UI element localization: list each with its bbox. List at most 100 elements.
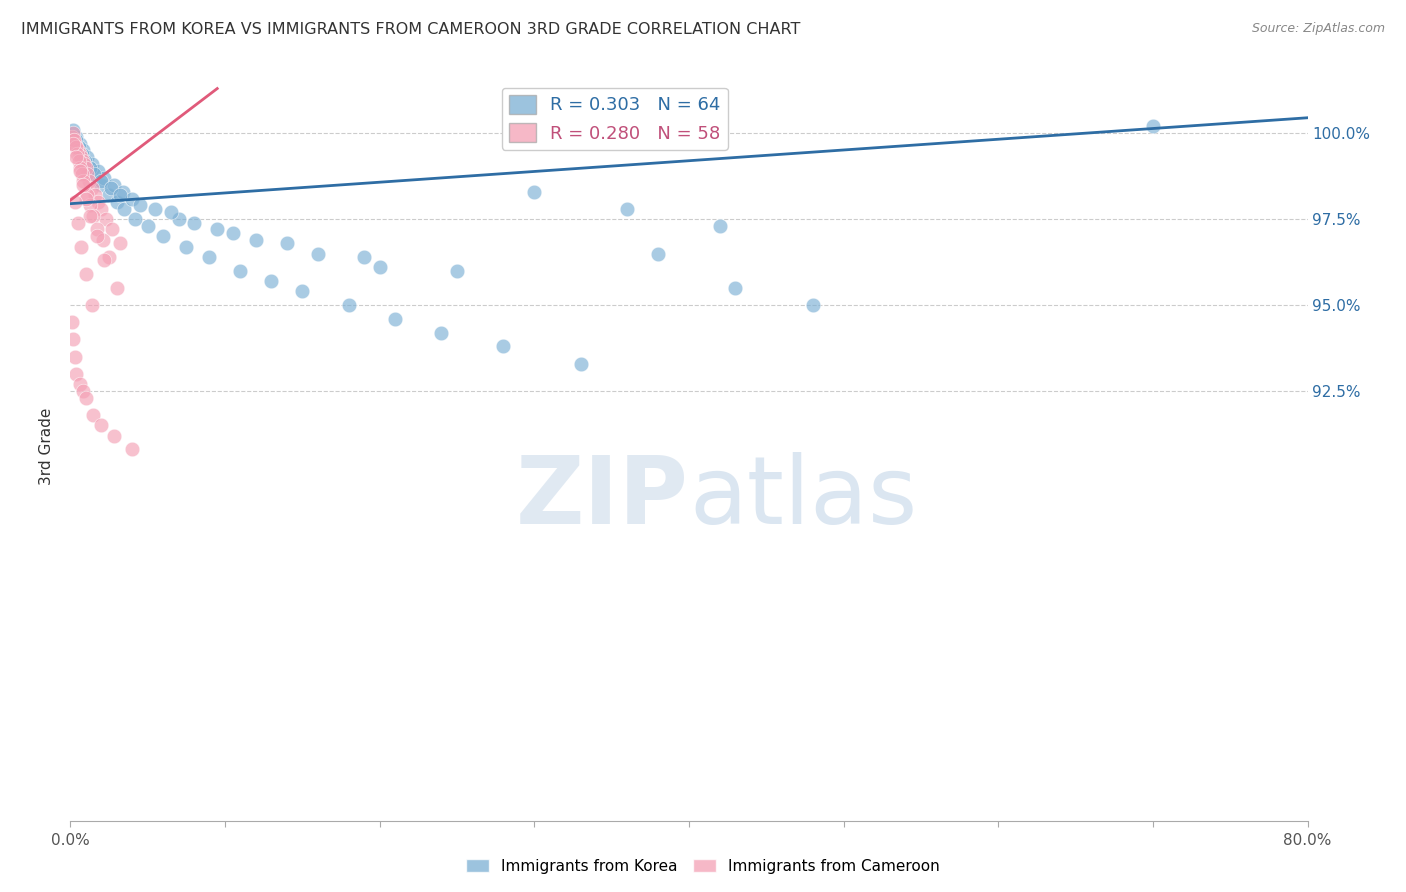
- Point: [446, 263, 468, 277]
- Point: [353, 250, 375, 264]
- Point: [90, 202, 112, 216]
- Point: [124, 212, 146, 227]
- Point: [167, 212, 190, 227]
- Legend: R = 0.303   N = 64, R = 0.280   N = 58: R = 0.303 N = 64, R = 0.280 N = 58: [502, 88, 728, 150]
- Point: [80, 181, 103, 195]
- Point: [260, 274, 283, 288]
- Point: [616, 202, 638, 216]
- Point: [70, 168, 93, 182]
- Point: [80, 298, 103, 312]
- Point: [84, 168, 107, 182]
- Point: [222, 226, 245, 240]
- Point: [430, 326, 453, 340]
- Point: [207, 222, 229, 236]
- Point: [72, 144, 94, 158]
- Point: [105, 194, 128, 209]
- Point: [72, 384, 94, 398]
- Point: [152, 229, 174, 244]
- Point: [62, 123, 84, 137]
- Point: [72, 178, 94, 192]
- Y-axis label: 3rd Grade: 3rd Grade: [39, 408, 55, 484]
- Point: [90, 418, 112, 433]
- Point: [70, 146, 93, 161]
- Point: [121, 192, 143, 206]
- Point: [82, 408, 105, 422]
- Point: [84, 188, 107, 202]
- Point: [105, 281, 128, 295]
- Point: [73, 153, 96, 168]
- Point: [70, 240, 93, 254]
- Point: [70, 150, 93, 164]
- Point: [80, 157, 103, 171]
- Point: [63, 136, 86, 151]
- Point: [93, 253, 115, 268]
- Point: [62, 126, 84, 140]
- Point: [75, 153, 97, 168]
- Point: [73, 157, 96, 171]
- Point: [76, 168, 98, 182]
- Point: [101, 222, 124, 236]
- Point: [75, 267, 97, 281]
- Point: [93, 170, 115, 185]
- Point: [75, 161, 97, 175]
- Point: [67, 216, 90, 230]
- Point: [121, 442, 143, 457]
- Point: [82, 209, 105, 223]
- Point: [69, 164, 91, 178]
- Point: [160, 205, 183, 219]
- Point: [63, 133, 86, 147]
- Point: [174, 240, 197, 254]
- Point: [98, 250, 120, 264]
- Point: [76, 188, 98, 202]
- Point: [69, 136, 91, 151]
- Point: [65, 129, 87, 144]
- Point: [86, 222, 108, 236]
- Point: [65, 133, 87, 147]
- Point: [307, 246, 329, 260]
- Point: [108, 236, 131, 251]
- Point: [647, 246, 669, 260]
- Point: [62, 333, 84, 347]
- Point: [108, 188, 131, 202]
- Point: [65, 140, 87, 154]
- Point: [291, 285, 314, 299]
- Point: [60, 129, 83, 144]
- Point: [86, 229, 108, 244]
- Text: ZIP: ZIP: [516, 452, 689, 544]
- Point: [569, 357, 592, 371]
- Point: [94, 212, 117, 227]
- Point: [136, 219, 159, 233]
- Point: [69, 146, 91, 161]
- Point: [60, 315, 83, 329]
- Point: [114, 202, 135, 216]
- Point: [67, 140, 90, 154]
- Point: [65, 367, 87, 381]
- Point: [79, 161, 101, 175]
- Point: [276, 236, 298, 251]
- Point: [724, 281, 747, 295]
- Point: [198, 250, 221, 264]
- Point: [145, 202, 166, 216]
- Point: [62, 133, 84, 147]
- Point: [183, 216, 205, 230]
- Point: [100, 181, 122, 195]
- Point: [87, 194, 110, 209]
- Point: [103, 178, 125, 192]
- Point: [72, 153, 94, 168]
- Point: [67, 140, 90, 154]
- Point: [245, 233, 267, 247]
- Point: [111, 185, 134, 199]
- Point: [62, 126, 84, 140]
- Point: [65, 140, 87, 154]
- Point: [63, 194, 86, 209]
- Point: [523, 185, 546, 199]
- Text: IMMIGRANTS FROM KOREA VS IMMIGRANTS FROM CAMEROON 3RD GRADE CORRELATION CHART: IMMIGRANTS FROM KOREA VS IMMIGRANTS FROM…: [21, 22, 800, 37]
- Point: [72, 174, 94, 188]
- Point: [1142, 120, 1164, 134]
- Text: atlas: atlas: [689, 452, 917, 544]
- Point: [66, 146, 89, 161]
- Point: [63, 350, 86, 364]
- Point: [69, 161, 91, 175]
- Point: [87, 164, 110, 178]
- Point: [83, 168, 105, 182]
